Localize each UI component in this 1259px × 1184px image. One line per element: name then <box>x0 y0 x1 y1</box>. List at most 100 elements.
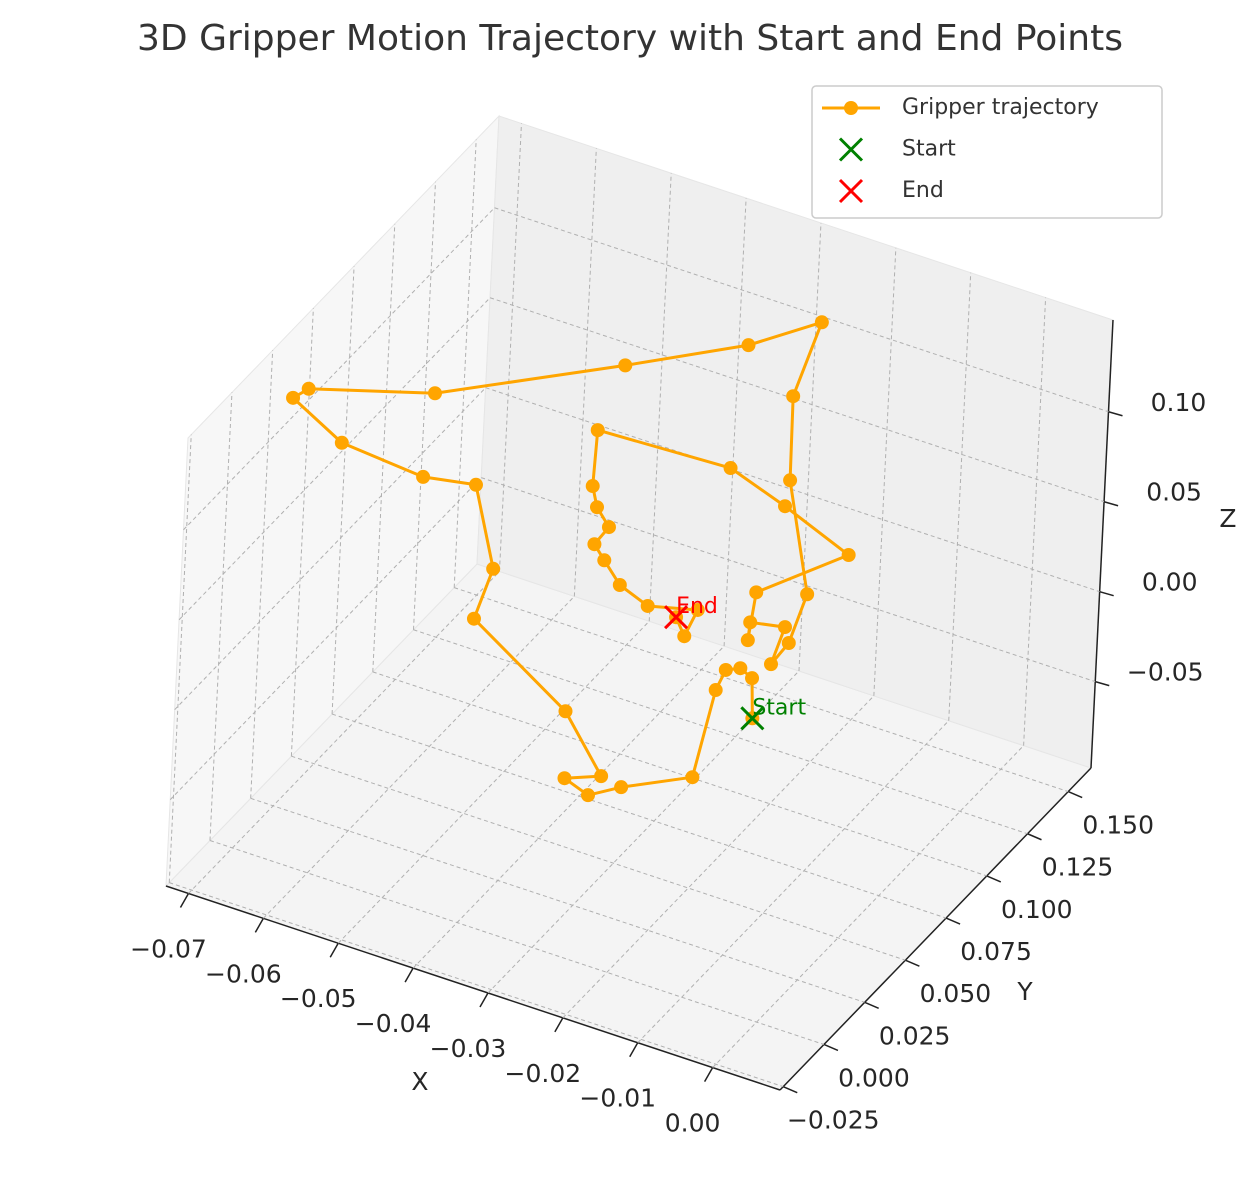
grid-line <box>209 840 825 1045</box>
trajectory-point <box>597 553 612 568</box>
point-marker <box>740 706 765 731</box>
z-axis-label: Z <box>1219 504 1236 533</box>
legend-marker <box>844 101 858 115</box>
trajectory-point <box>594 769 609 784</box>
x-tick <box>703 1067 714 1082</box>
legend-marker <box>838 178 864 204</box>
grid-line <box>494 207 1109 413</box>
x-marker-stroke <box>838 137 864 162</box>
grid-line <box>250 797 865 1003</box>
trajectory-point <box>581 788 596 803</box>
y-tick <box>782 1085 798 1094</box>
grid-line <box>948 272 972 721</box>
legend-label: End <box>902 178 944 203</box>
trajectory-point <box>733 661 748 676</box>
trajectory-point <box>685 770 700 785</box>
trajectory-point <box>558 704 573 719</box>
x-tick-label: −0.06 <box>205 959 282 988</box>
x-tick-label: −0.07 <box>130 934 207 963</box>
grid-line <box>174 387 487 711</box>
y-tick <box>1067 790 1083 799</box>
x-marker-stroke <box>664 605 689 630</box>
trajectory-point <box>557 771 572 786</box>
trajectory-point <box>783 473 798 488</box>
grid-line <box>454 587 1069 793</box>
z-tick <box>1108 411 1123 417</box>
grid-line <box>498 123 522 572</box>
grid-line <box>412 645 725 969</box>
y-tick-label: 0.125 <box>1042 853 1114 882</box>
grid-line <box>262 595 575 919</box>
trajectory-point <box>800 587 815 602</box>
trajectory-point <box>614 780 629 795</box>
x-tick <box>479 992 489 1008</box>
grid-line <box>183 207 495 531</box>
y-axis-label: Y <box>1016 977 1033 1006</box>
point-marker <box>664 605 689 630</box>
x-tick-label: −0.03 <box>430 1034 507 1063</box>
trajectory-point <box>745 671 760 686</box>
trajectory-point <box>741 338 756 353</box>
trajectory-point <box>427 386 442 401</box>
trajectory-point <box>743 615 758 630</box>
y-tick-label: 0.000 <box>838 1063 910 1092</box>
x-tick-label: −0.01 <box>579 1084 656 1113</box>
y-tick-label: 0.050 <box>920 979 992 1008</box>
grid-line <box>209 392 233 841</box>
grid-line <box>178 297 491 621</box>
y-tick-label: 0.075 <box>960 937 1032 966</box>
trajectory-point <box>585 479 600 494</box>
trajectory-point <box>590 500 605 515</box>
trajectory-point <box>612 578 627 593</box>
x-tick-label: −0.05 <box>280 984 357 1013</box>
grid-line <box>412 181 436 630</box>
trajectory-point <box>841 548 856 563</box>
y-tick <box>864 1001 879 1010</box>
trajectory-point <box>640 598 655 613</box>
grid-line <box>873 247 897 696</box>
y-tick <box>905 959 920 967</box>
z-tick-label: 0.05 <box>1146 478 1202 507</box>
x-tick-label: −0.04 <box>355 1009 432 1038</box>
trajectory-point <box>763 657 778 672</box>
trajectory-point <box>786 389 801 404</box>
grid-line <box>712 745 1024 1068</box>
trajectory-point <box>590 423 605 438</box>
grid-line <box>188 571 500 894</box>
z-tick-label: 0.10 <box>1151 388 1207 417</box>
x-tick <box>179 893 190 908</box>
trajectory-point <box>466 611 481 626</box>
trajectory-point <box>749 585 764 600</box>
legend-label: Start <box>902 137 956 162</box>
grid-line <box>372 671 987 877</box>
trajectory-point <box>601 520 616 535</box>
y-tick <box>945 917 961 925</box>
y-tick-label: 0.025 <box>879 1021 951 1050</box>
x-tick <box>404 967 414 983</box>
grid-line <box>798 222 822 672</box>
z-tick <box>1095 680 1110 687</box>
trajectory-point <box>690 602 705 617</box>
x-tick-label: −0.02 <box>505 1059 582 1088</box>
grid-line <box>337 620 650 944</box>
grid-line <box>413 629 1028 835</box>
y-tick-label: −0.025 <box>787 1106 880 1135</box>
x-axis-label: X <box>411 1067 428 1096</box>
legend-box <box>811 85 1163 219</box>
chart-title: 3D Gripper Motion Trajectory with Start … <box>137 18 1123 59</box>
grid-line <box>291 755 906 961</box>
grid-line <box>169 882 784 1088</box>
grid-line <box>168 434 192 883</box>
point-annotation: Start <box>752 695 806 720</box>
legend-label: Gripper trajectory <box>902 95 1099 120</box>
z-tick <box>1099 590 1114 597</box>
trajectory-point <box>618 358 633 373</box>
trajectory-point <box>416 469 431 484</box>
grid-line <box>250 350 274 799</box>
trajectory-point <box>781 635 796 650</box>
y-tick-label: 0.100 <box>1001 895 1073 924</box>
x-tick <box>254 917 264 933</box>
grid-line <box>331 713 947 919</box>
z-tick-label: −0.05 <box>1127 658 1204 687</box>
legend-marker <box>838 137 864 162</box>
